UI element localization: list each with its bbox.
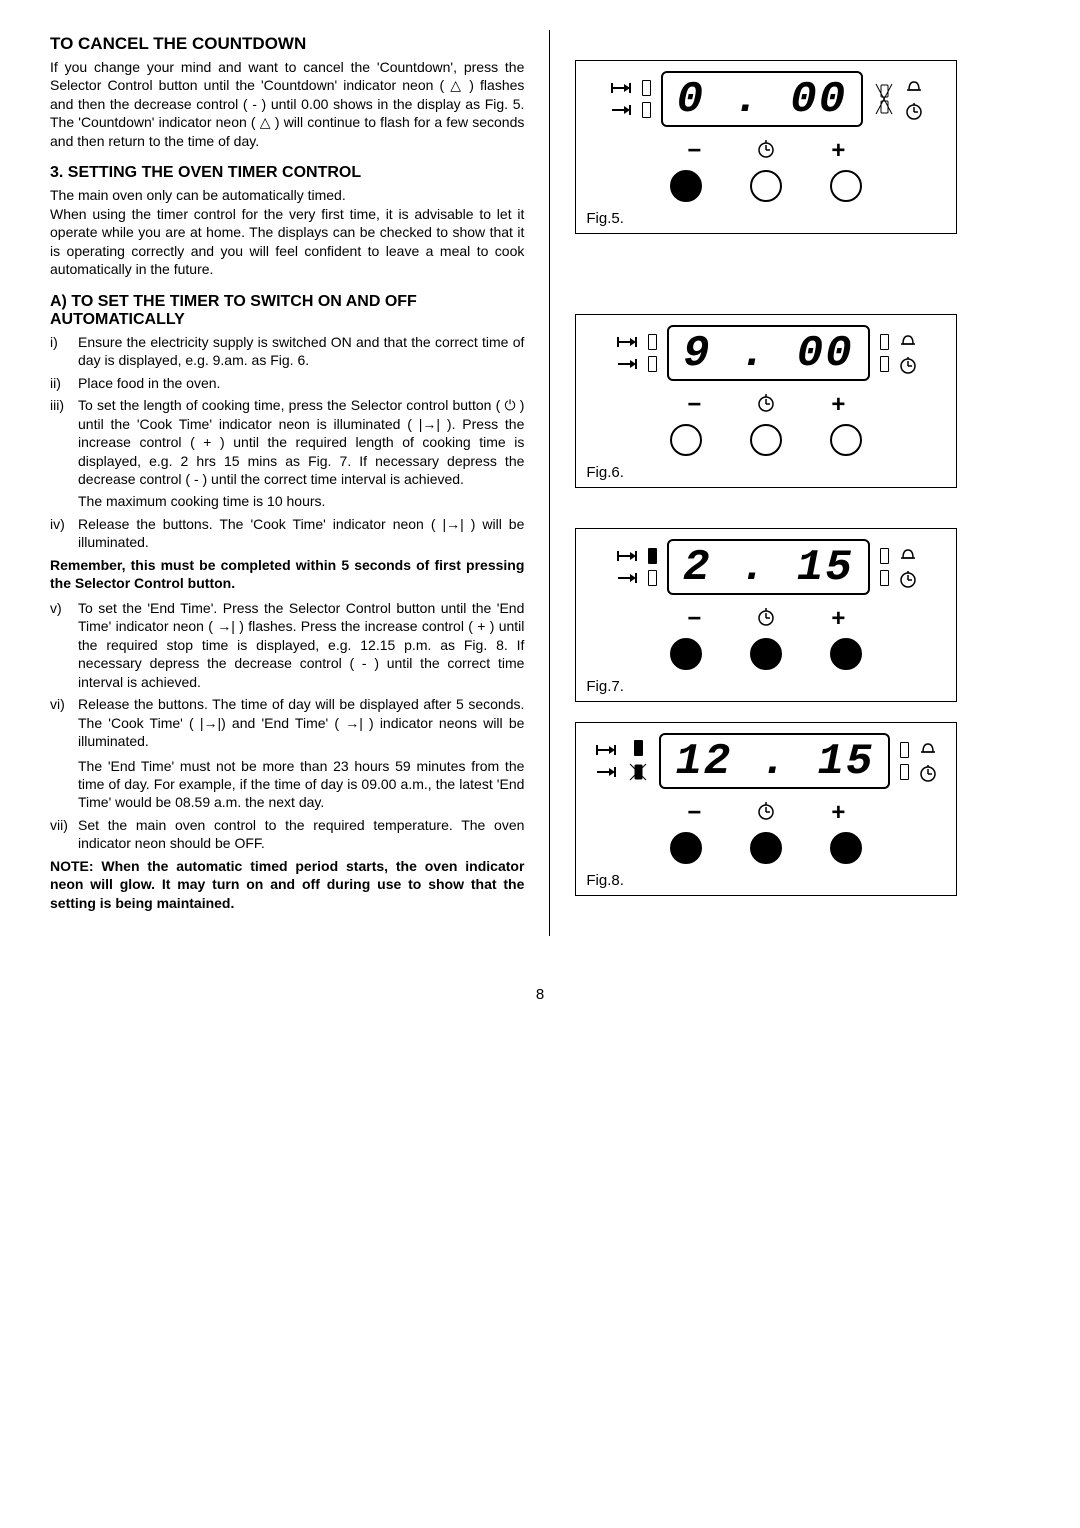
timer-control-heading: 3. SETTING THE OVEN TIMER CONTROL — [50, 164, 524, 182]
auto-set-heading: A) TO SET THE TIMER TO SWITCH ON AND OFF… — [50, 293, 524, 329]
step-vi: Release the buttons. The time of day wil… — [78, 696, 524, 749]
step-iv: Release the buttons. The 'Cook Time' ind… — [78, 516, 524, 550]
remember-note: Remember, this must be completed within … — [50, 556, 524, 593]
lcd-display: 2 . 15 — [667, 539, 869, 595]
button-circle — [670, 170, 702, 202]
page-number: 8 — [0, 956, 1080, 1023]
bell-clock-icons — [905, 78, 923, 120]
figure-label: Fig.5. — [586, 210, 946, 227]
button-circle — [830, 170, 862, 202]
minus-label: − — [687, 139, 701, 164]
flash-tick-icon — [627, 762, 649, 782]
timer-control-text: The main oven only can be automatically … — [50, 186, 524, 278]
steps-list-1: i)Ensure the electricity supply is switc… — [50, 333, 524, 552]
steps-list-2: v)To set the 'End Time'. Press the Selec… — [50, 599, 524, 853]
clock-label — [756, 139, 776, 164]
figure-label: Fig.6. — [586, 464, 946, 481]
step-ii: Place food in the oven. — [78, 375, 220, 391]
step-iii: To set the length of cooking time, press… — [78, 397, 524, 487]
cancel-countdown-heading: TO CANCEL THE COUNTDOWN — [50, 34, 524, 54]
lcd-display: 9 . 00 — [667, 325, 869, 381]
step-vi-extra: The 'End Time' must not be more than 23 … — [78, 757, 524, 812]
cancel-countdown-text: If you change your mind and want to canc… — [50, 58, 524, 150]
figure-7: 2 . 15 − + Fig.7. — [575, 528, 957, 702]
step-v: To set the 'End Time'. Press the Selecto… — [78, 600, 524, 690]
left-column: TO CANCEL THE COUNTDOWN If you change yo… — [50, 30, 550, 936]
lcd-display: 0 . 00 — [661, 71, 863, 127]
step-i: Ensure the electricity supply is switche… — [78, 334, 524, 368]
bell-flash-icon — [873, 81, 895, 117]
final-note: NOTE: When the automatic timed period st… — [50, 857, 524, 912]
figure-5: 0 . 00 − + — [575, 60, 957, 234]
right-column: 0 . 00 − + — [550, 30, 1030, 936]
step-vii: Set the main oven control to the require… — [78, 817, 524, 851]
figure-8: 12 . 15 − + Fig.8. — [575, 722, 957, 896]
figure-label: Fig.7. — [586, 678, 946, 695]
plus-label: + — [831, 139, 845, 164]
button-circle — [750, 170, 782, 202]
lcd-display: 12 . 15 — [659, 733, 890, 789]
step-iii-extra: The maximum cooking time is 10 hours. — [78, 492, 524, 510]
figure-6: 9 . 00 − + Fig.6. — [575, 314, 957, 488]
cook-end-icons — [610, 81, 632, 117]
figure-label: Fig.8. — [586, 872, 946, 889]
